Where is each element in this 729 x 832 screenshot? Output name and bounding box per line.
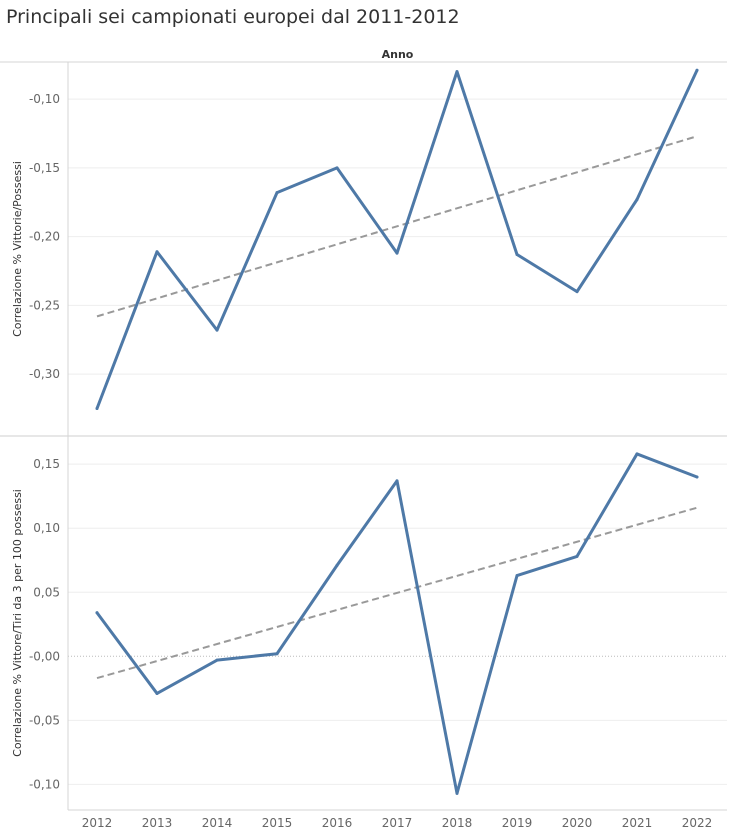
- x-tick-label: 2020: [562, 816, 593, 830]
- series-line: [95, 68, 699, 410]
- y-tick-label: -0,25: [29, 298, 60, 312]
- data-point: [515, 574, 519, 578]
- data-point: [455, 791, 459, 795]
- y-axis-title: Correlazione % Vittore/Tiri da 3 per 100…: [11, 489, 24, 757]
- x-tick-label: 2017: [382, 816, 413, 830]
- x-tick-label: 2018: [442, 816, 473, 830]
- data-point: [275, 191, 279, 195]
- data-point: [155, 691, 159, 695]
- trend-line: [96, 506, 698, 680]
- data-point: [275, 652, 279, 656]
- x-tick-label: 2013: [142, 816, 173, 830]
- data-point: [575, 290, 579, 294]
- y-tick-label: -0,00: [29, 649, 60, 663]
- data-point: [455, 70, 459, 74]
- data-point: [155, 250, 159, 254]
- data-point: [215, 328, 219, 332]
- x-tick-label: 2016: [322, 816, 353, 830]
- x-tick-label: 2014: [202, 816, 233, 830]
- y-tick-label: -0,10: [29, 92, 60, 106]
- y-tick-label: -0,10: [29, 777, 60, 791]
- data-point: [215, 658, 219, 662]
- y-tick-label: -0,15: [29, 161, 60, 175]
- y-tick-label: 0,10: [33, 521, 60, 535]
- column-header: Anno: [382, 48, 414, 61]
- x-tick-label: 2021: [622, 816, 653, 830]
- trend-line: [96, 135, 698, 318]
- y-tick-label: -0,30: [29, 367, 60, 381]
- data-point: [575, 554, 579, 558]
- data-point: [335, 166, 339, 170]
- panel-1: -0,10 -0,15 -0,20 -0,25 -0,30 Correlazione % …: [11, 62, 727, 436]
- data-point: [515, 253, 519, 256]
- y-axis-title: Correlazione % Vittorie/Possessi: [11, 161, 24, 337]
- chart-title: Principali sei campionati europei dal 20…: [6, 6, 460, 28]
- data-point: [335, 563, 339, 567]
- x-tick-label: 2015: [262, 816, 293, 830]
- y-tick-label: -0,05: [29, 713, 60, 727]
- panel-2: 0,15 0,10 0,05 -0,00 -0,05 -0,10 Correlazione …: [11, 436, 727, 810]
- data-point: [95, 407, 99, 410]
- x-tick-label: 2019: [502, 816, 533, 830]
- series-line: [95, 452, 699, 795]
- y-tick-label: 0,15: [33, 457, 60, 471]
- data-point: [395, 479, 399, 483]
- data-point: [695, 475, 699, 479]
- data-point: [95, 611, 99, 615]
- data-point: [395, 251, 399, 255]
- data-point: [635, 198, 639, 201]
- y-tick-label: 0,05: [33, 585, 60, 599]
- data-point: [695, 68, 699, 72]
- x-tick-label: 2012: [82, 816, 113, 830]
- data-point: [635, 452, 639, 456]
- x-tick-label: 2022: [682, 816, 713, 830]
- y-tick-label: -0,20: [29, 230, 60, 244]
